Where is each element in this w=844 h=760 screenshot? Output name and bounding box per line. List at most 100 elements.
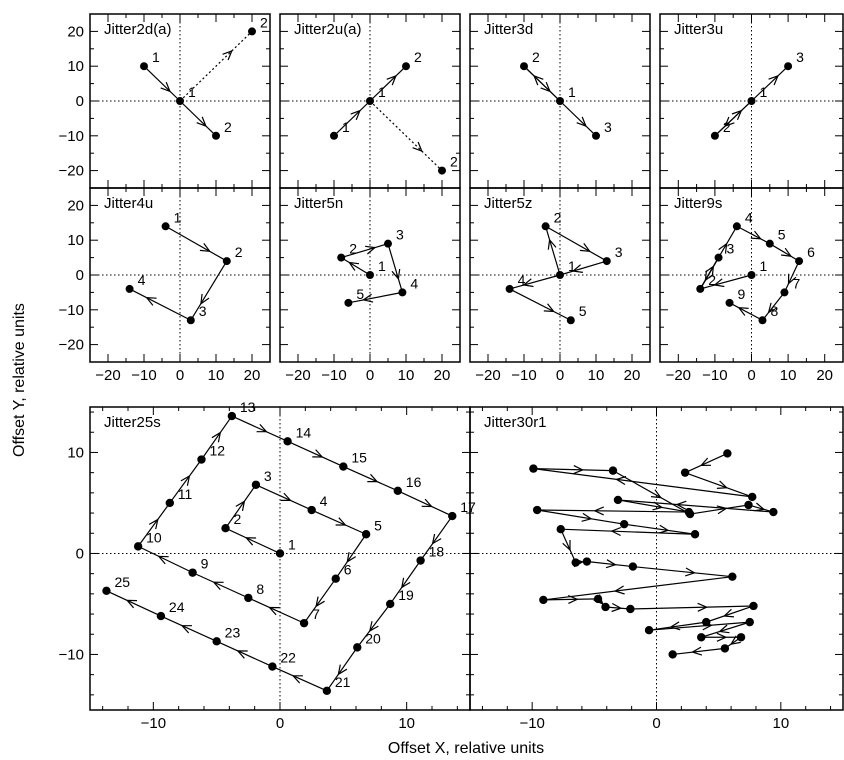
dither-point (393, 486, 402, 496)
path-segment (169, 459, 202, 504)
point-label: 10 (146, 529, 162, 545)
dither-point (680, 468, 690, 477)
point-label: 1 (174, 209, 182, 225)
path-segments (129, 225, 228, 321)
y-tick-label: 0 (76, 545, 84, 562)
path-segment (225, 484, 257, 529)
large-panels-row: −10 0 10−100101234567891011121314151617181… (59, 399, 844, 732)
arrow-head (669, 621, 681, 631)
arrow-head (148, 518, 159, 530)
x-tick-label: −20 (95, 367, 120, 384)
path-segment (387, 243, 403, 293)
dither-points (140, 27, 256, 140)
point-label: 3 (796, 49, 804, 65)
path-segment (684, 452, 728, 474)
arrow-head (658, 524, 670, 534)
dither-point (714, 253, 723, 262)
point-label: 3 (727, 241, 735, 257)
path-segment (509, 288, 572, 321)
point-label: 7 (792, 275, 800, 291)
arrow-head (522, 278, 534, 288)
arrow-head (716, 632, 728, 642)
y-tick-label: −10 (59, 128, 84, 145)
arrow-head (244, 537, 257, 546)
point-label: 3 (396, 227, 404, 243)
dither-point (725, 298, 734, 307)
dither-point (275, 549, 285, 558)
arrow-head (579, 243, 591, 253)
dither-point (384, 239, 392, 248)
arrow-head (750, 230, 762, 240)
point-label: 23 (225, 624, 241, 640)
arrow-head (280, 492, 292, 501)
path-segment (714, 100, 752, 137)
arrow-head (337, 664, 348, 676)
point-labels: 2 1 3 (532, 49, 612, 135)
arrow-head (348, 261, 360, 271)
arrow-head (787, 273, 797, 285)
panel-title: Jitter5z (484, 195, 532, 212)
dither-point (307, 505, 316, 515)
path-segment (689, 504, 749, 515)
path-segments (106, 415, 453, 692)
arrow-head (697, 602, 709, 612)
arrow-head (781, 247, 793, 257)
path-segments (523, 65, 597, 137)
x-tick-label: 10 (780, 367, 797, 384)
x-tick-label: 0 (747, 367, 755, 384)
path-segment (632, 565, 733, 578)
panel-title: Jitter30r1 (484, 414, 547, 431)
path-segment (106, 590, 162, 617)
point-label: 1 (760, 258, 768, 274)
dither-point (690, 530, 700, 539)
arrow-head (315, 596, 325, 608)
dither-point (541, 222, 550, 231)
path-segment (216, 640, 273, 668)
dither-points (520, 62, 600, 140)
point-label: 2 (554, 209, 562, 225)
dither-point (613, 495, 623, 505)
dither-point (556, 525, 565, 534)
arrow-head (615, 475, 627, 486)
dither-point (337, 253, 346, 262)
panel-jitter25s: −10 0 10−100101234567891011121314151617181… (59, 399, 477, 732)
point-label: 4 (745, 209, 753, 225)
dither-points (125, 222, 231, 325)
arrow-head (212, 581, 224, 590)
path-segment (545, 226, 561, 276)
arrow-head (737, 307, 749, 316)
point-label: 3 (615, 244, 623, 260)
dither-point (156, 611, 166, 621)
path-segment (751, 65, 789, 102)
point-labels: 1 1 2 2 (342, 49, 458, 169)
dither-point (244, 593, 253, 603)
dither-point (539, 595, 548, 605)
dither-point (668, 650, 677, 659)
dither-point (628, 562, 638, 571)
point-label: 6 (344, 562, 352, 578)
point-label: 2 (349, 241, 357, 257)
arrow-head (767, 302, 778, 314)
path-segment (356, 603, 391, 648)
dither-point (176, 97, 184, 105)
panel-jitter2u-a-: 1 1 2 2 Jitter2u(a) (279, 13, 461, 189)
path-segment (190, 260, 228, 321)
dither-point (566, 316, 575, 325)
panel-frame (469, 406, 844, 711)
point-labels: 1 2 3 4 5 (518, 209, 623, 319)
arrow-head (718, 624, 730, 634)
arrow-head (400, 577, 411, 589)
path-segment (672, 647, 725, 656)
dither-point (505, 284, 514, 293)
x-tick-label: 10 (398, 715, 415, 732)
y-tick-label: −10 (59, 302, 84, 319)
path-segment (369, 100, 443, 172)
y-tick-label: 10 (67, 232, 84, 249)
y-tick-label: 10 (67, 58, 84, 75)
panel-title: Jitter4u (104, 195, 153, 212)
dither-point (361, 530, 371, 539)
arrow-head (196, 116, 207, 128)
point-label: 9 (738, 286, 746, 302)
x-tick-label: 0 (556, 367, 564, 384)
path-segment (684, 472, 753, 498)
